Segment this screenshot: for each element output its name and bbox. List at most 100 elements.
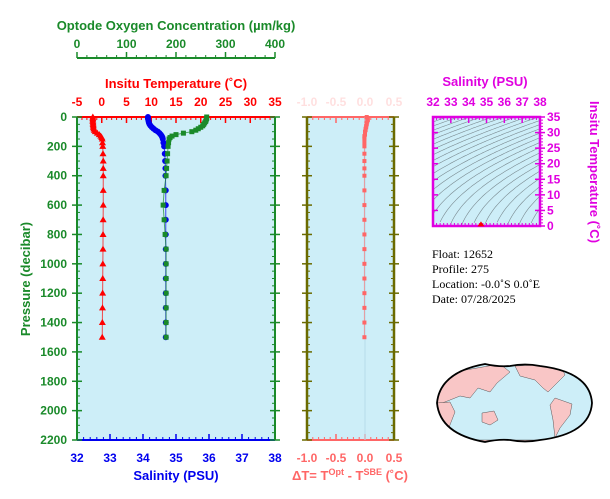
- ts-salinity-axis-tick-label: 32: [426, 95, 440, 109]
- density-contour: [432, 132, 541, 190]
- ts-temperature-tick-label: 0: [547, 219, 554, 233]
- oxygen-point: [173, 132, 179, 138]
- temperature-point: [99, 164, 107, 171]
- temperature-point: [98, 135, 106, 142]
- temperature-point: [98, 333, 106, 340]
- temperature-axis-tick-label: 25: [219, 95, 233, 109]
- delta-t-point: [362, 203, 367, 208]
- delta-t-point: [362, 261, 367, 266]
- delta-t-point: [362, 305, 367, 310]
- delta-t-point: [362, 188, 367, 193]
- pressure-axis-left-tick-label: 1600: [40, 345, 67, 359]
- oxygen-point: [162, 231, 168, 237]
- ts-salinity-label: Salinity (PSU): [442, 74, 527, 89]
- pressure-axis-left-tick-label: 2200: [40, 433, 67, 447]
- delta-t-point: [362, 144, 367, 149]
- density-contour: [432, 116, 539, 161]
- salinity-axis-tick-label: 35: [169, 451, 183, 465]
- pressure-axis-label: Pressure (decibar): [18, 222, 33, 336]
- temperature-point: [98, 319, 106, 326]
- delta-t-plot-area: [307, 117, 394, 440]
- density-contour: [432, 120, 541, 168]
- delta-t-axis-label: ΔT= TOpt - TSBE (˚C): [292, 467, 408, 483]
- delta-t-point: [362, 276, 367, 281]
- oxygen-point: [163, 334, 169, 340]
- density-contour: [461, 158, 541, 226]
- ts-temperature-tick-label: 25: [547, 141, 561, 155]
- pressure-axis-left-tick-label: 400: [47, 169, 67, 183]
- float-info: Float: 12652 Profile: 275 Location: -0.0…: [432, 247, 540, 306]
- ts-salinity-axis-tick-label: 35: [480, 95, 494, 109]
- ts-temperature-tick-label: 5: [547, 203, 554, 217]
- delta-t-point: [362, 247, 367, 252]
- pressure-axis-left-tick-label: 1000: [40, 257, 67, 271]
- delta-t-point: [362, 151, 367, 156]
- float-id: Float: 12652: [432, 247, 493, 261]
- density-contour: [484, 170, 541, 225]
- land-australia: [481, 410, 499, 426]
- oxygen-point: [180, 130, 186, 136]
- delta-t-point: [362, 159, 367, 164]
- delta-t-point: [362, 232, 367, 237]
- oxygen-point: [164, 158, 170, 164]
- delta-t-point: [362, 140, 367, 145]
- oxygen-point: [165, 143, 171, 149]
- oxygen-axis: Optode Oxygen Concentration (µm/kg) 0 100…: [57, 18, 295, 59]
- ts-temperature-tick-label: 30: [547, 126, 561, 140]
- delta-t-top-axis-tick-label: -1.0: [297, 95, 318, 109]
- oxygen-point: [163, 246, 169, 252]
- ts-temperature-tick-label: 35: [547, 110, 561, 124]
- delta-t-point: [362, 137, 367, 142]
- pressure-axis-left-tick-label: 800: [47, 227, 67, 241]
- temperature-axis-tick-label: 20: [194, 95, 208, 109]
- oxygen-point: [193, 127, 199, 133]
- density-contour: [432, 117, 526, 156]
- oxygen-point: [161, 217, 167, 223]
- pressure-axis-left-tick-label: 200: [47, 139, 67, 153]
- density-contour: [432, 124, 541, 174]
- temperature-point: [98, 304, 106, 311]
- density-contour: [518, 195, 541, 226]
- pressure-axis-left-tick-label: 2000: [40, 404, 67, 418]
- density-contour: [432, 116, 482, 135]
- temperature-point: [99, 172, 107, 179]
- temperature-point: [99, 230, 107, 237]
- date: Date: 07/28/2025: [432, 292, 516, 306]
- salinity-axis-tick-label: 33: [103, 451, 117, 465]
- land-south-america: [549, 397, 573, 439]
- ts-point: [477, 221, 485, 227]
- oxygen-point: [160, 202, 166, 208]
- temperature-point: [99, 289, 107, 296]
- ts-salinity-axis-tick-label: 34: [462, 95, 476, 109]
- pressure-axis-left-tick-label: 600: [47, 198, 67, 212]
- pressure-axis-left-tick-label: 1200: [40, 286, 67, 300]
- density-contour: [432, 128, 541, 182]
- delta-t-axis-tick-label: 0.0: [357, 451, 374, 465]
- delta-t-top-axis-tick-label: 0.5: [386, 95, 403, 109]
- oxygen-point: [161, 187, 167, 193]
- oxygen-point: [166, 136, 172, 142]
- density-contour: [432, 117, 503, 145]
- density-contour: [432, 116, 459, 127]
- oxygen-axis-tick-label: 0: [74, 37, 81, 51]
- oxygen-point: [163, 173, 169, 179]
- pressure-axis-left-tick-label: 1800: [40, 374, 67, 388]
- oxygen-axis-tick-label: 400: [265, 37, 285, 51]
- oxygen-axis-tick-label: 100: [116, 37, 136, 51]
- temperature-point: [99, 275, 107, 281]
- salinity-axis-tick-label: 36: [202, 451, 216, 465]
- temperature-axis-tick-label: 15: [169, 95, 183, 109]
- ts-temperature-tick-label: 10: [547, 188, 561, 202]
- oxygen-axis-tick-label: 300: [215, 37, 235, 51]
- oxygen-point: [165, 151, 171, 157]
- ts-temperature-tick-label: 20: [547, 157, 561, 171]
- delta-t-top-axis-tick-label: -0.5: [326, 95, 347, 109]
- ts-temperature-tick-label: 15: [547, 172, 561, 186]
- delta-t-axis-tick-label: -1.0: [297, 451, 318, 465]
- oxygen-point: [166, 140, 172, 146]
- density-contour: [432, 142, 541, 215]
- ts-salinity-axis-tick-label: 36: [498, 95, 512, 109]
- ts-plot-area: [433, 117, 540, 226]
- temperature-point: [99, 142, 107, 149]
